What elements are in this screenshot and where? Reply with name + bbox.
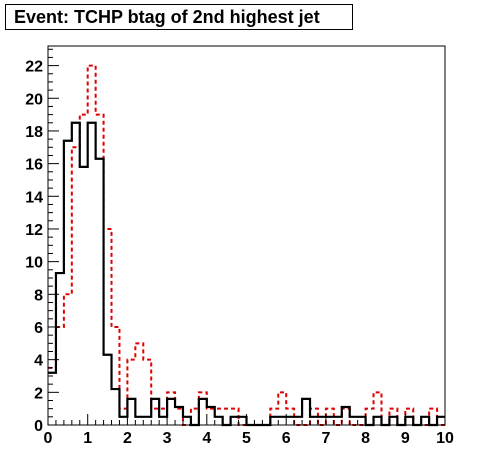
- plot-frame: [47, 45, 446, 426]
- y-tick-label: 12: [25, 222, 43, 239]
- x-tick-label: 4: [202, 430, 211, 447]
- x-tick-label: 6: [282, 430, 291, 447]
- y-tick-label: 4: [34, 353, 43, 370]
- x-tick-label: 8: [361, 430, 370, 447]
- y-tick-label: 10: [25, 255, 43, 272]
- y-tick-label: 20: [25, 91, 43, 108]
- chart-title: Event: TCHP btag of 2nd highest jet: [5, 4, 353, 30]
- y-tick-label: 22: [25, 59, 43, 76]
- y-tick-label: 16: [25, 157, 43, 174]
- y-tick-label: 18: [25, 124, 43, 141]
- y-tick-label: 14: [25, 189, 43, 206]
- y-tick-label: 0: [34, 418, 43, 435]
- y-tick-label: 8: [34, 287, 43, 304]
- x-tick-label: 10: [436, 430, 454, 447]
- x-tick-label: 3: [163, 430, 172, 447]
- y-tick-label: 6: [34, 320, 43, 337]
- x-tick-label: 9: [401, 430, 410, 447]
- x-tick-label: 5: [242, 430, 251, 447]
- x-tick-label: 2: [123, 430, 132, 447]
- y-tick-label: 2: [34, 385, 43, 402]
- x-tick-label: 0: [44, 430, 53, 447]
- x-tick-label: 7: [321, 430, 330, 447]
- series-dashed-red: [48, 64, 445, 426]
- x-tick-label: 1: [83, 430, 92, 447]
